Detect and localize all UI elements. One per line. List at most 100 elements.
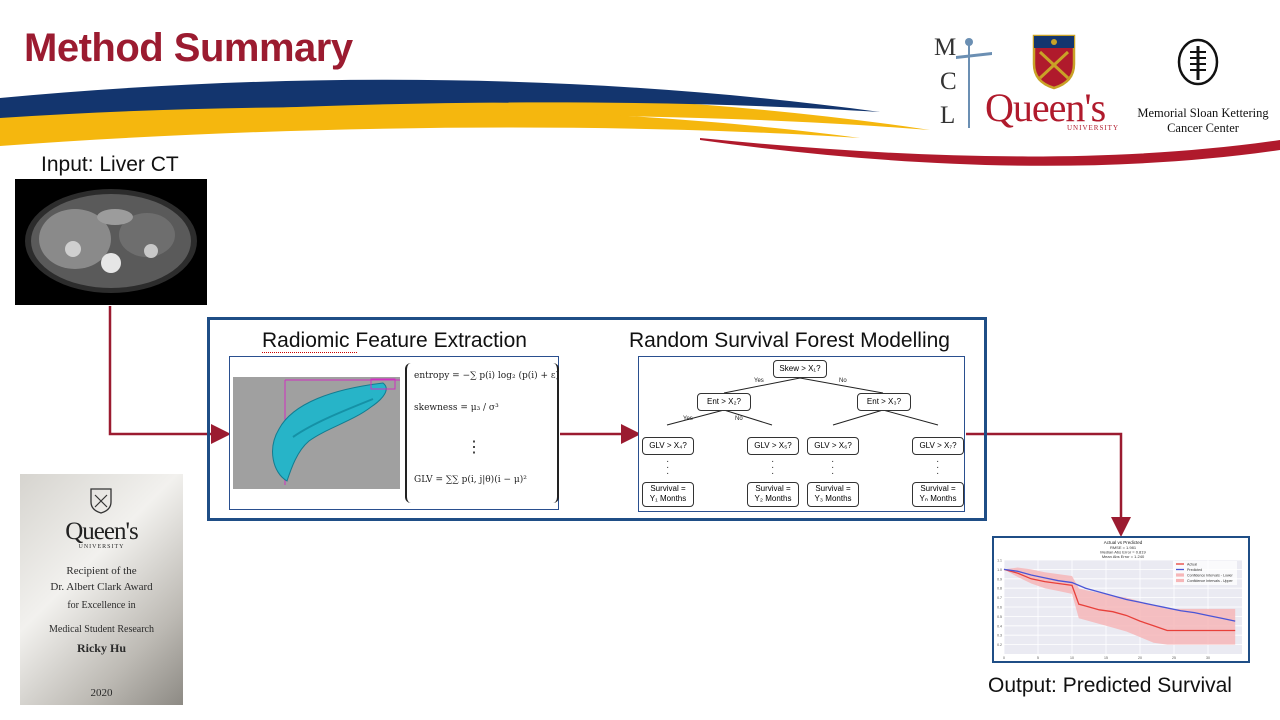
output-label: Output: Predicted Survival [988, 674, 1232, 697]
chart-legend-swatch [1176, 573, 1184, 577]
tree-root-node: Skew > X₁? [773, 360, 827, 378]
ct-scan-image [15, 179, 207, 305]
chart-xtick-label: 10 [1070, 656, 1074, 660]
chart-ytick-label: 0.6 [997, 606, 1002, 610]
mcl-logo: M C L [930, 34, 1000, 134]
tree-leaf-2: Survival = Y₂ Months [747, 482, 799, 507]
tree-dots-4: · · · [936, 456, 940, 479]
ct-scan-icon [25, 189, 197, 293]
plaque-line2: Dr. Albert Clark Award [50, 581, 153, 593]
plaque-subtitle: UNIVERSITY [78, 544, 125, 550]
leaf-3-line2: Y₃ Months [814, 494, 852, 503]
mcl-letter-m: M [934, 34, 957, 61]
survival-chart-frame: 0.2 0.3 0.4 0.5 0.6 0.7 0.8 0.9 1.0 1.1 0 5 10 15 20 25… [992, 536, 1250, 663]
edge-yes-root: Yes [754, 378, 764, 384]
tree-node-glv-x4: GLV > X₄? [642, 437, 694, 455]
leaf-4-line1: Survival = [920, 484, 956, 493]
radiomics-panel: entropy = −∑ p(i) log₂ (p(i) + ε) skewne… [229, 356, 559, 510]
chart-ytick-label: 0.3 [997, 634, 1002, 638]
tree-node-glv-x7: GLV > X₇? [912, 437, 964, 455]
liver-3d-icon [272, 378, 400, 485]
chart-subtitle-line: RMSE = 1.981 [1110, 545, 1137, 550]
radiomics-heading: Radiomic Feature Extraction [262, 329, 527, 352]
edge-no-left: No [735, 416, 743, 422]
chart-xtick-label: 30 [1206, 656, 1210, 660]
edge-yes-left: Yes [683, 416, 693, 422]
tree-dots-2: · · · [771, 456, 775, 479]
mcl-figure-icon [956, 38, 992, 128]
rsf-panel: Skew > X₁? Yes No Ent > X₂? Ent > X₃? Ye… [638, 356, 965, 512]
chart-series-actual [1003, 568, 1236, 632]
chart-confidence-band [1004, 567, 1236, 645]
mcl-letter-l: L [940, 102, 956, 129]
chart-xtick-label: 25 [1172, 656, 1176, 660]
slide-title: Method Summary [24, 26, 353, 70]
chart-legend-label: Predicted [1187, 568, 1202, 572]
tree-leaf-4: Survival = Yₙ Months [912, 482, 964, 507]
plaque-line4: Medical Student Research [49, 624, 154, 635]
chart-legend-label: Actual [1187, 562, 1197, 566]
chart-ytick-label: 1.1 [997, 559, 1002, 563]
tree-node-glv-x6: GLV > X₆? [807, 437, 859, 455]
chart-ytick-label: 0.7 [997, 596, 1002, 600]
chart-xtick-label: 20 [1138, 656, 1142, 660]
chart-title: Actual vs Predicted [1104, 540, 1143, 545]
equation-vdots: ⋮ [466, 437, 482, 456]
plaque-wordmark: Queen's [65, 518, 138, 545]
tree-edges [666, 377, 939, 426]
leaf-1-line1: Survival = [650, 484, 686, 493]
mcl-letter-c: C [940, 68, 957, 95]
chart-xtick-label: 5 [1037, 656, 1039, 660]
leaf-2-line2: Y₂ Months [754, 494, 792, 503]
leaf-2-line1: Survival = [755, 484, 791, 493]
liver-render-image [233, 377, 400, 489]
chart-subtitle-line: Mean Abs Error = 1.240 [1102, 554, 1145, 559]
tree-leaf-3: Survival = Y₃ Months [807, 482, 859, 507]
chart-ytick-label: 0.2 [997, 643, 1002, 647]
leaf-3-line1: Survival = [815, 484, 851, 493]
tree-node-ent-x2: Ent > X₂? [697, 393, 751, 411]
plaque-recipient-name: Ricky Hu [76, 641, 126, 655]
chart-ytick-label: 1.0 [997, 568, 1002, 572]
chart-ytick-label: 0.8 [997, 587, 1002, 591]
survival-chart: 0.2 0.3 0.4 0.5 0.6 0.7 0.8 0.9 1.0 1.1 0 5 10 15 20 25… [997, 540, 1242, 660]
chart-legend-swatch [1176, 578, 1184, 583]
chart-legend-label: Confidence Intervals - Upper [1187, 579, 1234, 583]
plaque-line3: for Excellence in [67, 600, 136, 611]
chart-ytick-label: 0.5 [997, 615, 1002, 619]
tree-leaf-1: Survival = Y₁ Months [642, 482, 694, 507]
mskcc-logo: Memorial Sloan Kettering Cancer Center [1132, 38, 1272, 135]
chart-legend-label: Confidence Intervals - Lower [1187, 573, 1234, 577]
queens-crest-icon [1032, 34, 1076, 90]
tree-dots-3: · · · [831, 456, 835, 479]
tree-node-ent-x3: Ent > X₃? [857, 393, 911, 411]
method-process-box [207, 317, 987, 521]
mskcc-line2: Cancer Center [1167, 121, 1239, 135]
chart-subtitle-line: Median Abs Error = 0.819 [1100, 550, 1146, 555]
glv-equation: GLV = ∑∑ p(i, j|θ)(i − μ)² [414, 475, 527, 485]
queens-subtitle: UNIVERSITY [1067, 124, 1119, 132]
equations-bracket [405, 363, 559, 503]
leaf-4-line2: Yₙ Months [919, 494, 957, 503]
tree-node-glv-x5: GLV > X₅? [747, 437, 799, 455]
award-plaque-photo: Queen's UNIVERSITY Recipient of the Dr. … [20, 474, 183, 705]
plaque-line1: Recipient of the [66, 565, 137, 577]
input-label: Input: Liver CT [41, 153, 179, 176]
chart-xtick-label: 0 [1003, 656, 1005, 660]
leaf-1-line2: Y₁ Months [649, 494, 687, 503]
rsf-heading: Random Survival Forest Modelling [629, 329, 950, 352]
queens-logo: Queen's UNIVERSITY [985, 34, 1130, 134]
plaque-crest-icon [90, 488, 112, 514]
entropy-equation: entropy = −∑ p(i) log₂ (p(i) + ε) [414, 371, 560, 381]
edge-no-root: No [839, 378, 847, 384]
skewness-equation: skewness = μ₃ / σ³ [414, 403, 499, 413]
chart-xtick-label: 15 [1104, 656, 1108, 660]
chart-ytick-label: 0.4 [997, 624, 1002, 628]
queens-wordmark: Queen's [985, 85, 1106, 130]
radiomics-heading-underline [262, 352, 357, 353]
tree-dots-1: · · · [666, 456, 670, 479]
chart-series-predicted [1003, 568, 1236, 622]
header-swoosh [0, 79, 1280, 166]
chart-ytick-label: 0.9 [997, 577, 1002, 581]
